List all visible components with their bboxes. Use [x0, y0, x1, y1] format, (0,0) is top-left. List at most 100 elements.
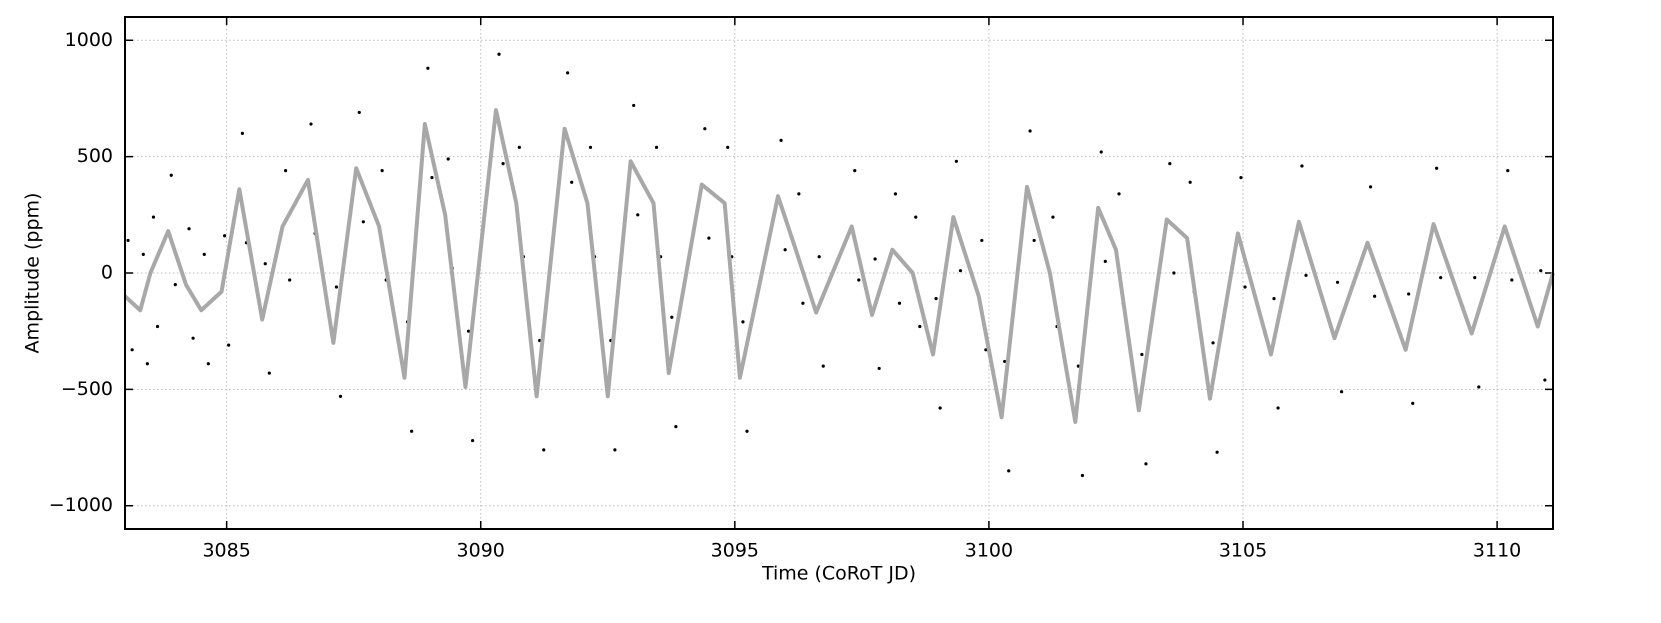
data-point: [674, 425, 678, 429]
data-point: [446, 157, 450, 161]
x-tick-label: 3085: [202, 540, 250, 562]
x-tick-label: 3110: [1473, 540, 1521, 562]
data-point: [914, 215, 918, 219]
data-point: [934, 297, 938, 301]
y-axis-label: Amplitude (ppm): [22, 193, 44, 354]
data-point: [938, 406, 942, 410]
data-point: [1510, 278, 1514, 282]
data-point: [542, 448, 546, 452]
data-point: [309, 122, 313, 126]
data-point: [1215, 450, 1219, 454]
data-point: [958, 269, 963, 273]
data-point: [263, 262, 267, 266]
x-tick-label: 3095: [711, 540, 759, 562]
data-point: [151, 215, 156, 219]
data-point: [338, 394, 343, 398]
data-point: [145, 362, 149, 366]
data-point: [334, 285, 339, 289]
data-point: [267, 371, 271, 375]
data-point: [857, 278, 861, 282]
data-point: [1140, 352, 1144, 357]
data-point: [1099, 150, 1103, 154]
x-tick-label: 3105: [1219, 540, 1267, 562]
data-point: [1211, 341, 1215, 345]
plot-frame: [124, 16, 1554, 530]
data-point: [1304, 273, 1308, 277]
data-point: [1117, 192, 1121, 196]
data-point: [1103, 259, 1107, 263]
y-tick-label: 500: [77, 145, 113, 167]
data-point: [1080, 473, 1085, 478]
data-point: [169, 173, 173, 177]
y-tick-label: 0: [101, 262, 113, 284]
data-point: [954, 159, 958, 163]
data-point: [707, 236, 711, 240]
data-point: [632, 103, 636, 108]
data-point: [283, 169, 288, 173]
data-point: [1028, 129, 1032, 133]
data-point: [745, 429, 749, 433]
data-point: [1276, 406, 1280, 410]
data-point: [517, 145, 521, 149]
data-point: [797, 192, 801, 196]
data-point: [497, 52, 501, 56]
data-point: [984, 348, 988, 352]
data-point: [380, 169, 384, 173]
data-point: [206, 362, 210, 366]
data-point: [1335, 280, 1340, 284]
data-point: [202, 252, 206, 256]
data-point: [853, 169, 857, 173]
data-point: [613, 448, 617, 452]
data-point: [1188, 180, 1192, 184]
data-point: [466, 329, 471, 333]
data-point: [821, 364, 825, 368]
data-point: [1435, 166, 1439, 170]
x-axis-label: Time (CoRoT JD): [761, 563, 916, 585]
data-point: [1144, 462, 1148, 466]
data-point: [191, 336, 195, 340]
data-point: [741, 320, 745, 324]
data-point: [1076, 364, 1080, 368]
data-point: [501, 162, 505, 166]
data-point: [1543, 378, 1547, 382]
data-point: [636, 213, 640, 217]
data-point: [430, 175, 434, 180]
data-point: [570, 180, 574, 184]
data-point: [588, 145, 593, 149]
data-point: [155, 324, 160, 329]
data-point: [240, 131, 244, 135]
grid: [125, 17, 1553, 529]
data-point: [173, 283, 177, 287]
data-point: [897, 301, 902, 305]
data-point: [566, 71, 570, 75]
data-point: [873, 257, 877, 261]
data-point: [980, 238, 984, 243]
data-point: [1003, 359, 1007, 364]
data-point: [817, 255, 821, 259]
data-point: [703, 127, 707, 131]
data-point: [227, 343, 231, 347]
data-point: [1506, 169, 1510, 173]
y-tick-label: 1000: [65, 29, 113, 51]
data-point: [1477, 385, 1481, 389]
data-point: [1172, 271, 1176, 275]
data-point: [1373, 294, 1377, 298]
y-tick-label: −1000: [49, 494, 113, 516]
data-point: [410, 429, 414, 433]
data-point: [670, 315, 674, 319]
data-point: [1007, 469, 1011, 473]
data-point: [187, 227, 191, 231]
data-point: [1239, 175, 1243, 180]
data-point: [1368, 185, 1373, 189]
data-point: [1411, 401, 1415, 405]
data-point: [223, 234, 227, 238]
data-point: [1339, 390, 1344, 394]
data-point: [801, 301, 805, 305]
data-point: [1473, 276, 1477, 280]
data-point: [1272, 297, 1276, 301]
data-point: [1032, 238, 1036, 243]
x-tick-label: 3100: [965, 540, 1013, 562]
data-point: [288, 278, 292, 282]
